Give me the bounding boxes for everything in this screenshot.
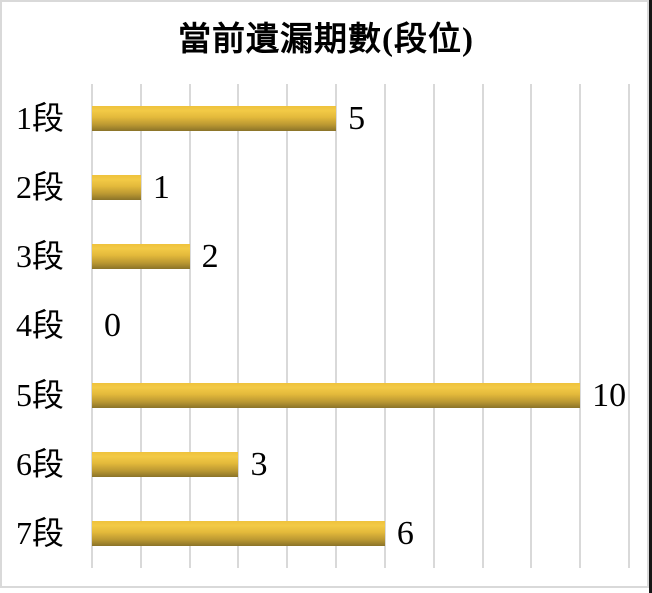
gridline-x-4 [286, 84, 289, 568]
chart-title: 當前遺漏期數(段位) [178, 22, 474, 58]
bar [92, 382, 581, 408]
bar [92, 106, 337, 132]
category-label: 2段 [16, 169, 65, 206]
bar [92, 244, 190, 270]
value-label: 3 [250, 445, 268, 483]
gridline-x-11 [628, 84, 630, 568]
gridline-x-1 [139, 84, 142, 568]
gridline-x-0 [91, 84, 93, 568]
gridline-x-8 [481, 84, 484, 568]
value-label: 6 [396, 514, 414, 552]
gridline-x-7 [432, 84, 435, 568]
bar [92, 451, 239, 477]
category-label: 4段 [16, 307, 65, 344]
window-right-edge [649, 0, 652, 593]
category-label: 1段 [16, 100, 65, 136]
category-label: 5段 [16, 376, 65, 413]
value-label: 5 [348, 100, 366, 137]
bar [92, 520, 385, 546]
gridline-x-10 [579, 84, 582, 568]
gridline-x-3 [237, 84, 240, 568]
value-label: 2 [201, 238, 219, 276]
plot-area [91, 84, 630, 568]
gridline-x-2 [188, 84, 191, 568]
value-label: 1 [152, 169, 170, 207]
category-label: 3段 [16, 238, 65, 275]
category-label: 6段 [16, 445, 65, 482]
value-label: 0 [104, 307, 121, 345]
gridline-x-5 [335, 84, 338, 568]
gridline-x-6 [383, 84, 386, 568]
bar [92, 175, 141, 201]
gridline-x-9 [530, 84, 533, 568]
value-label: 10 [592, 376, 627, 414]
category-label: 7段 [16, 514, 65, 551]
